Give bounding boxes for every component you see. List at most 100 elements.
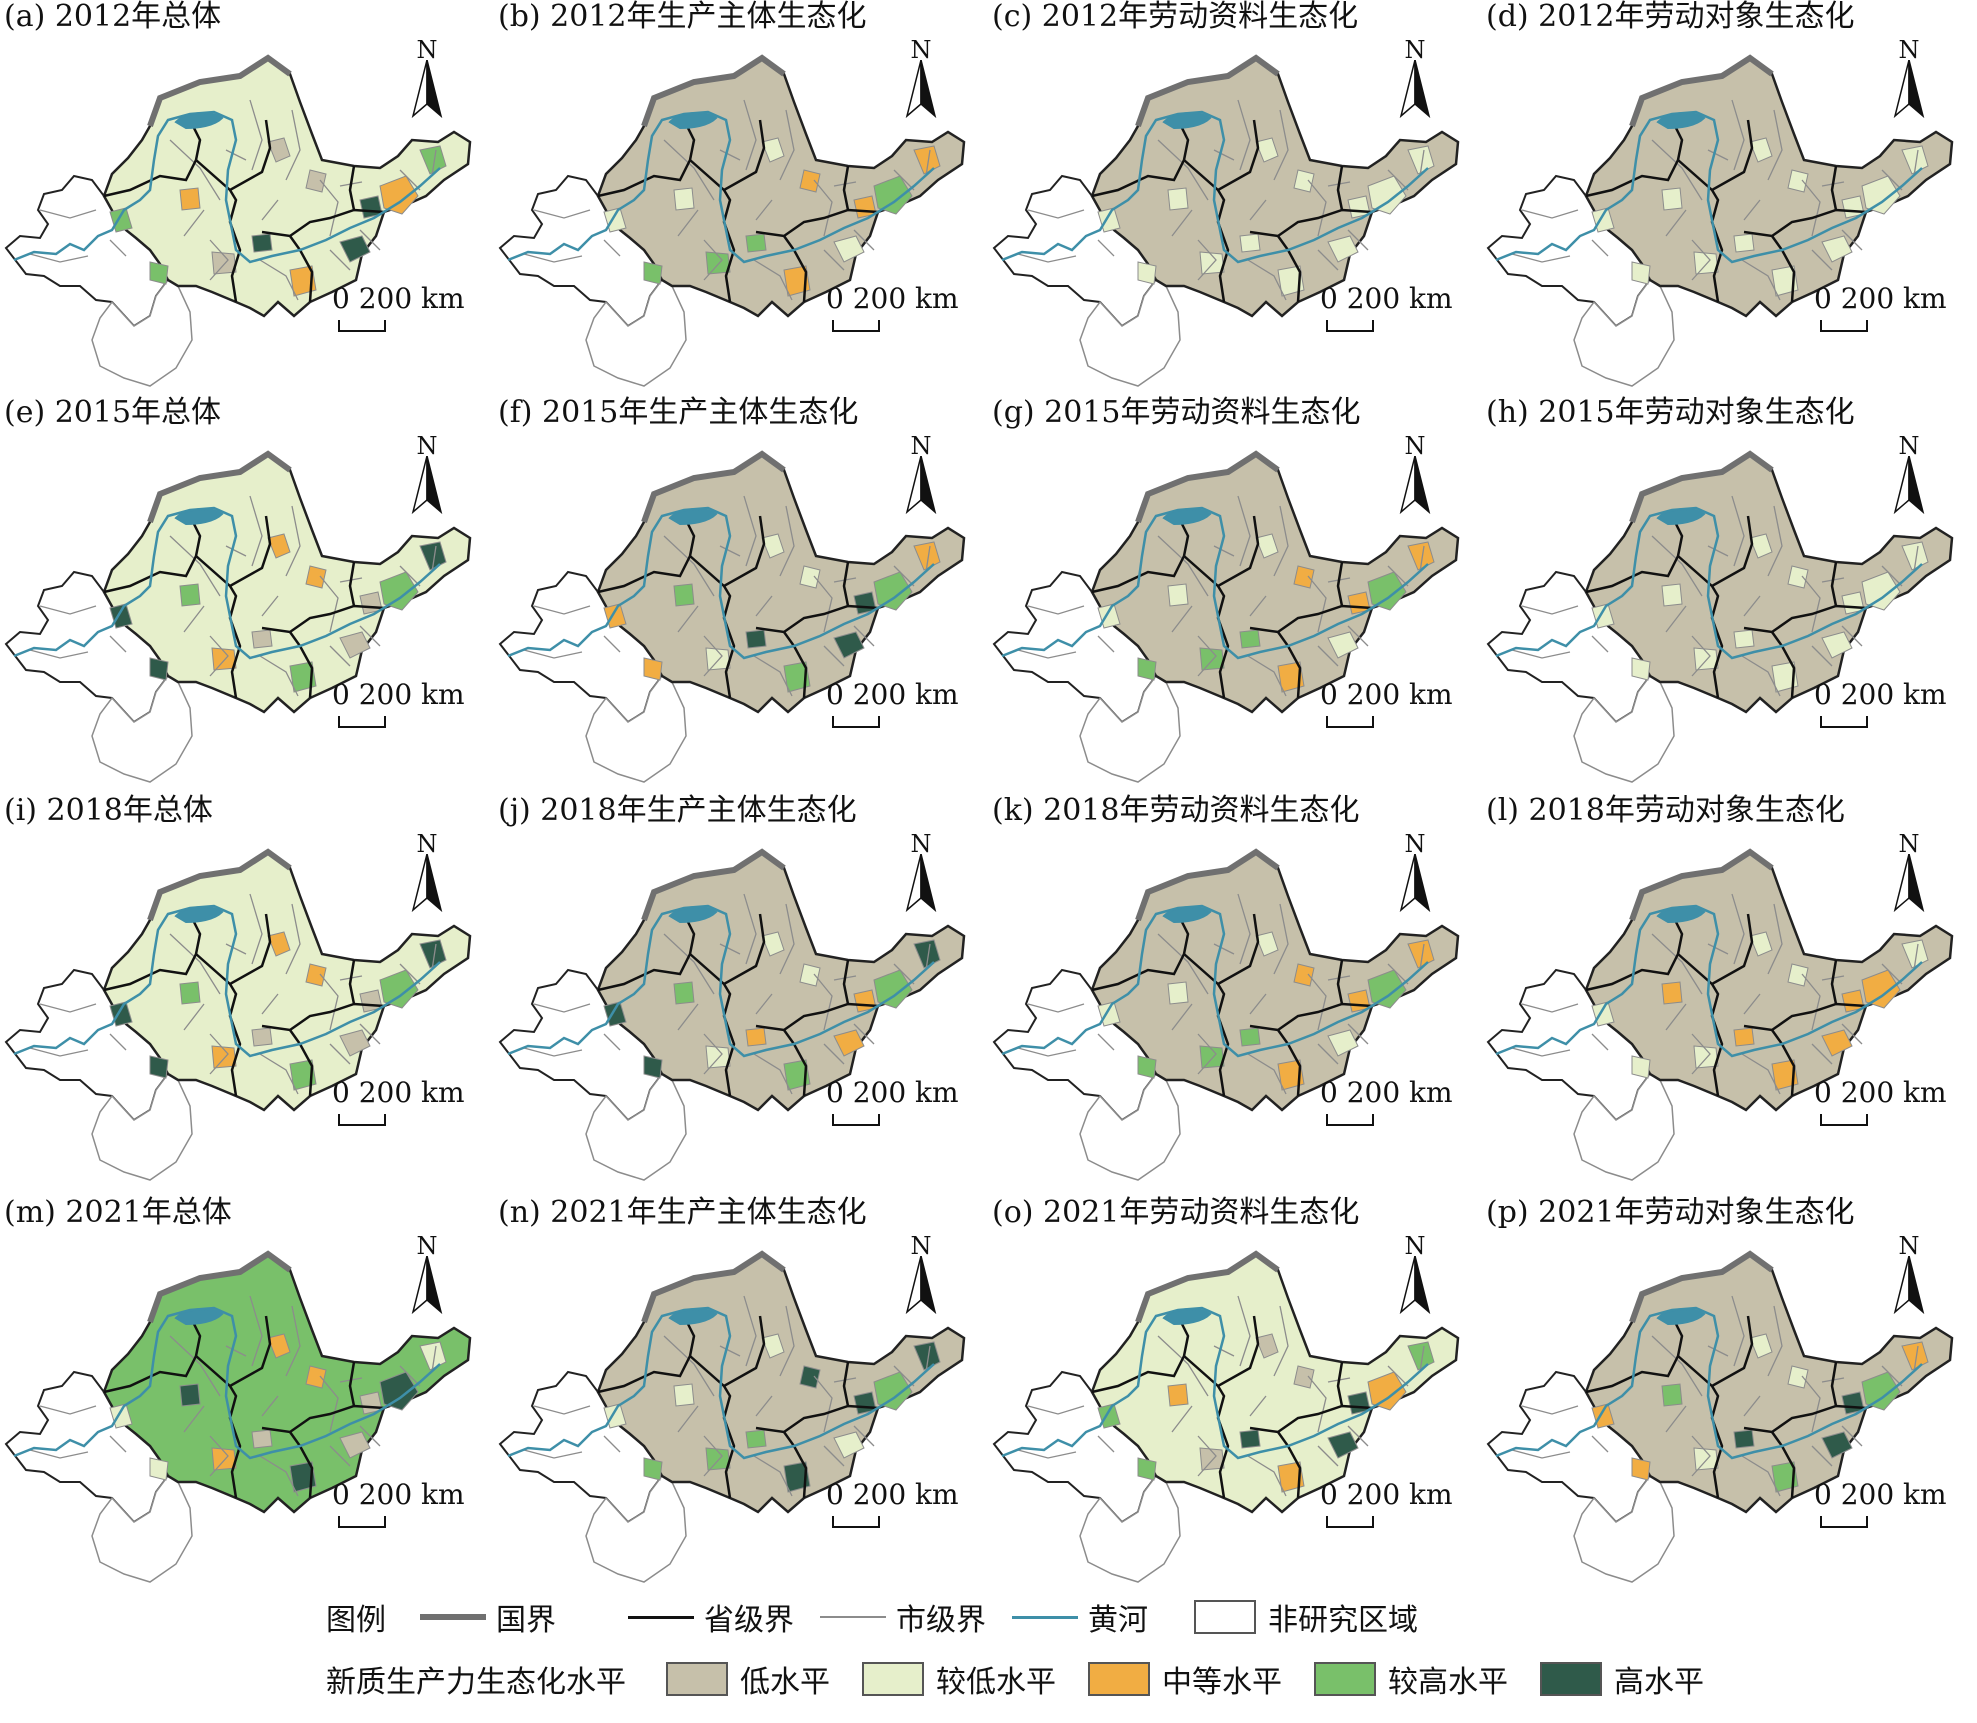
scale-bar-line [1820,1114,1868,1126]
city-region-high [1239,1429,1261,1449]
provincial-border-line [755,208,879,238]
city-border-line [663,535,715,597]
provincial-border-line [597,1315,696,1394]
study-area-map [992,1250,1460,1583]
non-study-region [91,675,193,783]
city-border-line [677,209,699,237]
scale-bar-line [1820,320,1868,332]
city-border-line [1521,1003,1579,1013]
legend: 图例 国界 省级界 市级界 黄河 非研究区域 新质生产力生态化水平 低水平 较低… [0,1592,1977,1723]
yellow-river-label: 黄河 [1088,1603,1148,1638]
scale-bar-line [1326,1114,1374,1126]
city-region-low [251,1429,273,1449]
city-border-line [1347,1425,1369,1447]
city-border-line [823,645,845,667]
city-region-lower [1693,1045,1719,1069]
city-border-line [169,535,221,597]
north-arrow-left-half [1893,1256,1910,1315]
city-border-line [29,1047,89,1057]
study-area-map [498,848,966,1181]
provincial-border-line [288,1029,314,1097]
city-region-lower [1167,981,1189,1005]
city-border-line [1317,249,1339,271]
city-border-line [1249,993,1267,1015]
city-region-higher [1861,1371,1901,1411]
city-border-line [1731,495,1745,567]
city-region-high [419,541,447,571]
scale-bar: 0 200 km [816,282,966,342]
provincial-border-line [195,913,272,986]
city-border-line [1801,973,1821,1031]
city-region-low [1255,1333,1279,1359]
provincial-border-line [103,1315,202,1394]
city-border-line [603,1033,621,1051]
city-border-line [823,1445,845,1467]
provincial-border-line [1743,208,1867,238]
city-border-line [1741,1455,1781,1497]
north-arrow-left-half [1893,456,1910,515]
city-region-low [267,137,291,163]
scale-bar: 0 200 km [1310,1478,1460,1538]
city-border-line [319,973,339,1031]
study-area-map [1486,1250,1954,1583]
city-region-medium [1367,1371,1407,1411]
city-border-line [1027,1405,1085,1415]
city-border-line [1743,199,1761,221]
city-border-line [1913,545,1919,573]
yellow-river-line [13,506,441,660]
city-region-medium [1407,541,1435,571]
city-region-high [379,1371,419,1411]
provincial-border-line [261,604,385,634]
provincial-border-line [1770,631,1796,699]
city-border-line [1841,1425,1863,1447]
city-region-lower [1787,963,1809,987]
provincial-border-line [288,235,314,303]
panel-title: (g) 2015年劳动资料生态化 [992,395,1361,430]
city-border-line [1707,149,1729,161]
city-region-lower [673,1383,695,1407]
city-border-line [1171,1405,1193,1433]
city-border-line [399,565,421,587]
non-study-region [91,279,193,387]
non-study-region [1079,1073,1181,1181]
city-region-higher [643,1457,663,1481]
city-region-higher [673,981,695,1005]
scale-label: 0 200 km [1320,1478,1453,1511]
study-area-map [4,848,472,1181]
provincial-border-line [842,561,850,607]
north-arrow-icon [905,854,937,913]
provincial-border-line [1216,189,1230,303]
city-region-lower [149,1457,169,1481]
non-study-region [1573,279,1675,387]
north-arrow-icon [411,1256,443,1315]
provincial-border-line [755,604,879,634]
scale-label: 0 200 km [826,678,959,711]
city-region-high [179,1383,201,1407]
panel-title: (k) 2018年劳动资料生态化 [992,793,1360,828]
scale-bar-line [832,320,880,332]
non-study-region [1573,1073,1675,1181]
city-border-line [523,1047,583,1057]
north-label: N [416,1232,438,1260]
city-region-lower [1693,251,1719,275]
city-region-medium [1733,1027,1755,1047]
city-border-line [753,1053,793,1095]
city-region-lower [1733,233,1755,253]
city-border-line [1027,1003,1085,1013]
city-border-line [1419,943,1425,971]
city-border-line [225,943,247,955]
city-border-line [1841,229,1863,251]
provincial-border-line [1585,119,1684,198]
city-region-lower [1137,261,1157,285]
north-label: N [1404,830,1426,858]
provincial-border-line [288,631,314,699]
yellow-river-line [507,110,935,264]
scale-bar: 0 200 km [1804,678,1954,738]
provincial-border-line [1743,604,1867,634]
city-border-line [603,635,621,653]
provincial-border-line [1585,1315,1684,1394]
city-region-medium [783,265,811,297]
city-region-medium [1293,565,1315,589]
provincial-border-line [103,913,202,992]
north-label: N [1898,432,1920,460]
